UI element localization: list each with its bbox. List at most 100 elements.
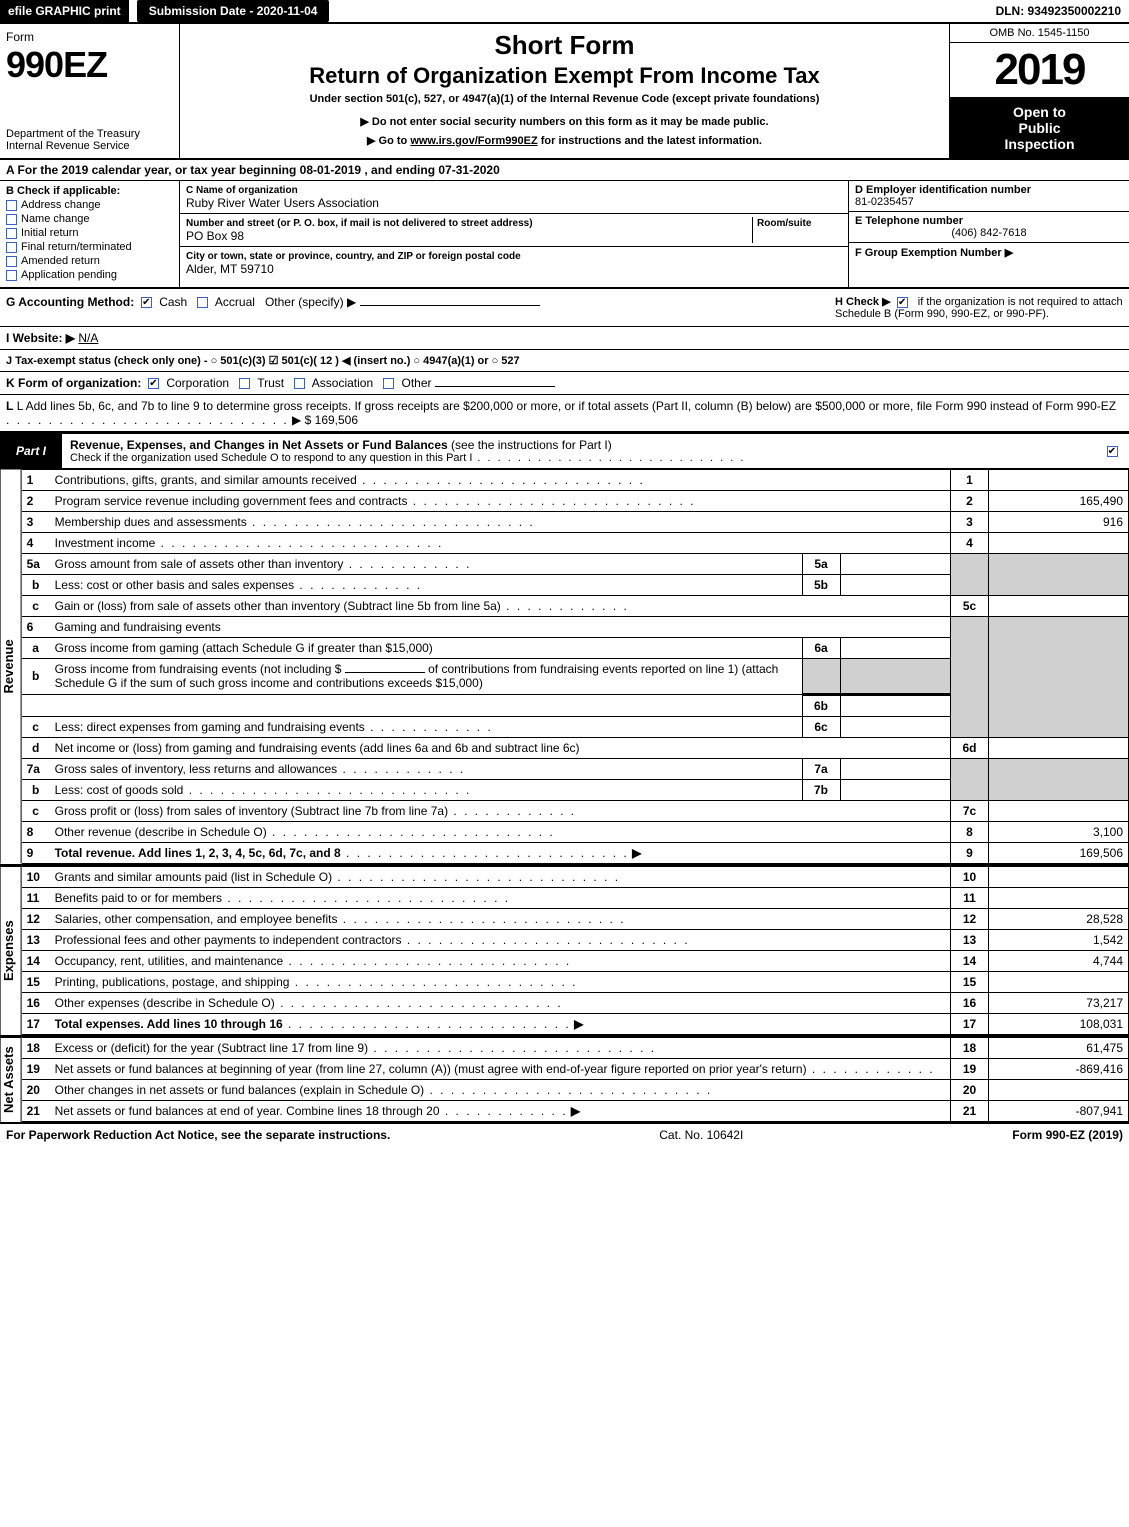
open-line3: Inspection xyxy=(954,136,1125,152)
chk-application-pending[interactable]: Application pending xyxy=(6,269,173,281)
header-left: Form 990EZ Department of the Treasury In… xyxy=(0,24,180,158)
line-8: 8 Other revenue (describe in Schedule O)… xyxy=(22,821,1129,842)
l20-desc: Other changes in net assets or fund bala… xyxy=(55,1083,425,1097)
line-20: 20 Other changes in net assets or fund b… xyxy=(22,1079,1129,1100)
l14-desc: Occupancy, rent, utilities, and maintena… xyxy=(55,954,284,968)
row-g: G Accounting Method: Cash Accrual Other … xyxy=(0,289,829,326)
l6-desc: Gaming and fundraising events xyxy=(50,617,951,638)
chk-pending-label: Application pending xyxy=(21,269,117,281)
l11-desc: Benefits paid to or for members xyxy=(55,891,222,905)
paperwork-notice: For Paperwork Reduction Act Notice, see … xyxy=(6,1128,390,1142)
l-amount-label: ▶ $ xyxy=(292,413,311,427)
net-assets-table: 18 Excess or (deficit) for the year (Sub… xyxy=(22,1037,1129,1122)
chk-name-change[interactable]: Name change xyxy=(6,213,173,225)
revenue-side-label: Revenue xyxy=(0,469,22,864)
l13-desc: Professional fees and other payments to … xyxy=(55,933,402,947)
l7c-desc: Gross profit or (loss) from sales of inv… xyxy=(55,804,448,818)
line-18: 18 Excess or (deficit) for the year (Sub… xyxy=(22,1037,1129,1058)
chk-association[interactable] xyxy=(294,378,305,389)
line-4: 4 Investment income 4 xyxy=(22,533,1129,554)
chk-corporation[interactable] xyxy=(148,378,159,389)
dept-irs: Internal Revenue Service xyxy=(6,140,130,152)
org-city: Alder, MT 59710 xyxy=(186,262,274,276)
l7b-desc: Less: cost of goods sold xyxy=(55,783,184,797)
chk-other-org[interactable] xyxy=(383,378,394,389)
chk-amended-return[interactable]: Amended return xyxy=(6,255,173,267)
l17-desc: Total expenses. Add lines 10 through 16 xyxy=(55,1017,283,1031)
l4-amount xyxy=(989,533,1129,554)
row-k: K Form of organization: Corporation Trus… xyxy=(0,372,1129,395)
chk-trust[interactable] xyxy=(239,378,250,389)
period-line: A For the 2019 calendar year, or tax yea… xyxy=(0,160,1129,181)
phone-label: E Telephone number xyxy=(855,215,963,227)
website-value: N/A xyxy=(78,331,138,345)
room-suite-label: Room/suite xyxy=(757,218,811,229)
row-h: H Check ▶ if the organization is not req… xyxy=(829,289,1129,326)
c-name-label: C Name of organization xyxy=(186,185,298,196)
line-2: 2 Program service revenue including gove… xyxy=(22,491,1129,512)
irs-link[interactable]: www.irs.gov/Form990EZ xyxy=(410,135,537,147)
cash-label: Cash xyxy=(159,295,187,309)
j-text: J Tax-exempt status (check only one) - ○… xyxy=(6,355,520,367)
chk-initial-return[interactable]: Initial return xyxy=(6,227,173,239)
other-specify-input[interactable] xyxy=(360,305,540,306)
expenses-table: 10 Grants and similar amounts paid (list… xyxy=(22,866,1129,1035)
c-city-label: City or town, state or province, country… xyxy=(186,251,521,262)
l5b-desc: Less: cost or other basis and sales expe… xyxy=(55,578,294,592)
chk-schedule-b[interactable] xyxy=(897,297,908,308)
line-3: 3 Membership dues and assessments 3 916 xyxy=(22,512,1129,533)
chk-address-change[interactable]: Address change xyxy=(6,199,173,211)
l6d-desc: Net income or (loss) from gaming and fun… xyxy=(55,741,580,755)
open-to-public: Open to Public Inspection xyxy=(950,98,1129,158)
phone-value: (406) 842-7618 xyxy=(855,227,1123,239)
l4-desc: Investment income xyxy=(55,536,156,550)
l12-amount: 28,528 xyxy=(989,908,1129,929)
open-line1: Open to xyxy=(954,104,1125,120)
dept-treasury: Department of the Treasury xyxy=(6,128,140,140)
chk-final-label: Final return/terminated xyxy=(21,241,132,253)
h-check-label: H Check ▶ xyxy=(835,296,891,308)
l14-amount: 4,744 xyxy=(989,950,1129,971)
net-assets-side-label: Net Assets xyxy=(0,1037,22,1122)
cat-no: Cat. No. 10642I xyxy=(659,1128,743,1142)
chk-name-label: Name change xyxy=(21,213,90,225)
ssn-notice: ▶ Do not enter social security numbers o… xyxy=(190,115,939,128)
part1-check[interactable] xyxy=(1099,434,1129,468)
line-6d: d Net income or (loss) from gaming and f… xyxy=(22,737,1129,758)
efile-print-label[interactable]: efile GRAPHIC print xyxy=(0,0,129,22)
open-line2: Public xyxy=(954,120,1125,136)
part1-title-paren: (see the instructions for Part I) xyxy=(451,438,612,452)
l7a-desc: Gross sales of inventory, less returns a… xyxy=(55,762,338,776)
chk-cash[interactable] xyxy=(141,297,152,308)
l6b-blank[interactable] xyxy=(345,672,425,673)
row-j: J Tax-exempt status (check only one) - ○… xyxy=(0,350,1129,372)
l12-desc: Salaries, other compensation, and employ… xyxy=(55,912,338,926)
line-5a: 5a Gross amount from sale of assets othe… xyxy=(22,554,1129,575)
other-specify: Other (specify) ▶ xyxy=(265,295,356,309)
under-section: Under section 501(c), 527, or 4947(a)(1)… xyxy=(190,93,939,105)
assoc-label: Association xyxy=(312,376,373,390)
org-name: Ruby River Water Users Association xyxy=(186,196,379,210)
l21-amount: -807,941 xyxy=(989,1100,1129,1121)
l6a-desc: Gross income from gaming (attach Schedul… xyxy=(55,641,433,655)
l3-amount: 916 xyxy=(989,512,1129,533)
l5a-desc: Gross amount from sale of assets other t… xyxy=(55,557,344,571)
header-mid: Short Form Return of Organization Exempt… xyxy=(180,24,949,158)
l10-desc: Grants and similar amounts paid (list in… xyxy=(55,870,332,884)
chk-accrual[interactable] xyxy=(197,297,208,308)
line-9: 9 Total revenue. Add lines 1, 2, 3, 4, 5… xyxy=(22,842,1129,863)
goto-line: ▶ Go to www.irs.gov/Form990EZ for instru… xyxy=(190,134,939,147)
l1-amount xyxy=(989,470,1129,491)
department-label: Department of the Treasury Internal Reve… xyxy=(6,128,173,152)
other-org-input[interactable] xyxy=(435,386,555,387)
l3-desc: Membership dues and assessments xyxy=(55,515,247,529)
box-b-title: B Check if applicable: xyxy=(6,185,173,197)
org-street: PO Box 98 xyxy=(186,229,244,243)
part1-header: Part I Revenue, Expenses, and Changes in… xyxy=(0,432,1129,469)
line-11: 11 Benefits paid to or for members 11 xyxy=(22,887,1129,908)
line-14: 14 Occupancy, rent, utilities, and maint… xyxy=(22,950,1129,971)
l9-amount: 169,506 xyxy=(989,842,1129,863)
revenue-table: 1 Contributions, gifts, grants, and simi… xyxy=(22,469,1129,864)
chk-final-return[interactable]: Final return/terminated xyxy=(6,241,173,253)
line-12: 12 Salaries, other compensation, and emp… xyxy=(22,908,1129,929)
